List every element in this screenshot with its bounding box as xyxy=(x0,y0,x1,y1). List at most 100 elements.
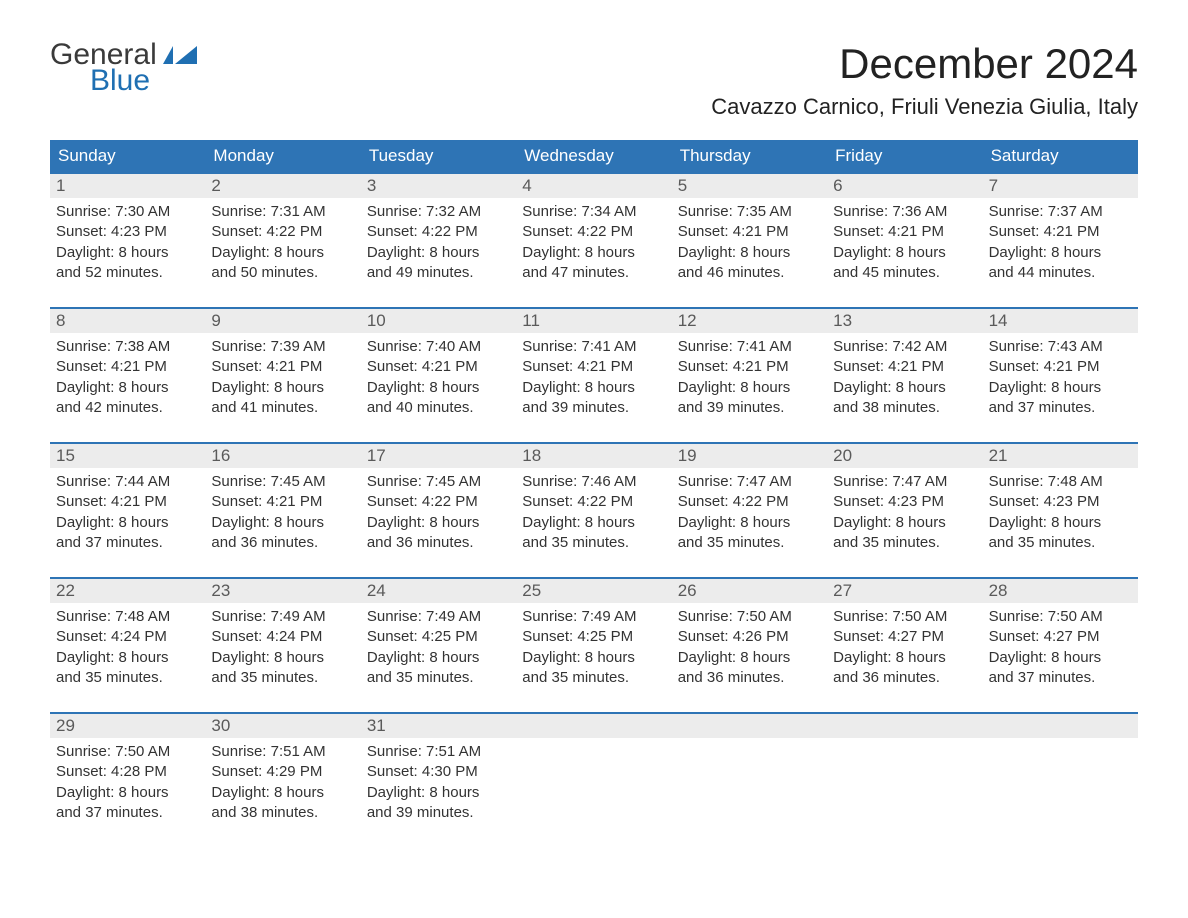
day-number: 21 xyxy=(983,444,1138,468)
sunset-line: Sunset: 4:21 PM xyxy=(833,222,976,242)
day-cell: Sunrise: 7:46 AMSunset: 4:22 PMDaylight:… xyxy=(516,468,671,559)
daylight-line: and 47 minutes. xyxy=(522,263,665,283)
sunrise-line: Sunrise: 7:40 AM xyxy=(367,337,510,357)
sunrise-line: Sunrise: 7:31 AM xyxy=(211,202,354,222)
sunrise-line: Sunrise: 7:48 AM xyxy=(989,472,1132,492)
day-number: 18 xyxy=(516,444,671,468)
day-cell: Sunrise: 7:30 AMSunset: 4:23 PMDaylight:… xyxy=(50,198,205,289)
daylight-line: Daylight: 8 hours xyxy=(211,648,354,668)
daylight-line: Daylight: 8 hours xyxy=(211,783,354,803)
daylight-line: and 35 minutes. xyxy=(367,668,510,688)
daylight-line: and 39 minutes. xyxy=(522,398,665,418)
daylight-line: Daylight: 8 hours xyxy=(367,783,510,803)
sunset-line: Sunset: 4:23 PM xyxy=(989,492,1132,512)
sunrise-line: Sunrise: 7:39 AM xyxy=(211,337,354,357)
daylight-line: Daylight: 8 hours xyxy=(522,378,665,398)
day-number: 2 xyxy=(205,174,360,198)
sunset-line: Sunset: 4:22 PM xyxy=(367,492,510,512)
sunrise-line: Sunrise: 7:51 AM xyxy=(367,742,510,762)
day-cell: Sunrise: 7:32 AMSunset: 4:22 PMDaylight:… xyxy=(361,198,516,289)
day-cell: Sunrise: 7:50 AMSunset: 4:27 PMDaylight:… xyxy=(827,603,982,694)
daylight-line: and 45 minutes. xyxy=(833,263,976,283)
daylight-line: Daylight: 8 hours xyxy=(522,243,665,263)
dow-header: SundayMondayTuesdayWednesdayThursdayFrid… xyxy=(50,140,1138,172)
sunset-line: Sunset: 4:24 PM xyxy=(211,627,354,647)
sunrise-line: Sunrise: 7:45 AM xyxy=(211,472,354,492)
sunrise-line: Sunrise: 7:35 AM xyxy=(678,202,821,222)
day-number xyxy=(827,714,982,738)
day-number: 22 xyxy=(50,579,205,603)
day-cell xyxy=(672,738,827,829)
daylight-line: Daylight: 8 hours xyxy=(522,513,665,533)
dow-thursday: Thursday xyxy=(672,140,827,172)
daylight-line: Daylight: 8 hours xyxy=(833,648,976,668)
daylight-line: and 46 minutes. xyxy=(678,263,821,283)
sunset-line: Sunset: 4:30 PM xyxy=(367,762,510,782)
sunrise-line: Sunrise: 7:50 AM xyxy=(833,607,976,627)
logo: General Blue xyxy=(50,40,197,96)
daylight-line: Daylight: 8 hours xyxy=(678,378,821,398)
day-cell: Sunrise: 7:31 AMSunset: 4:22 PMDaylight:… xyxy=(205,198,360,289)
day-number: 16 xyxy=(205,444,360,468)
daylight-line: and 35 minutes. xyxy=(522,533,665,553)
daylight-line: and 35 minutes. xyxy=(522,668,665,688)
sunset-line: Sunset: 4:27 PM xyxy=(833,627,976,647)
daylight-line: and 39 minutes. xyxy=(678,398,821,418)
daylight-line: and 42 minutes. xyxy=(56,398,199,418)
daylight-line: Daylight: 8 hours xyxy=(56,513,199,533)
sunset-line: Sunset: 4:21 PM xyxy=(56,492,199,512)
day-cell: Sunrise: 7:39 AMSunset: 4:21 PMDaylight:… xyxy=(205,333,360,424)
daylight-line: and 37 minutes. xyxy=(989,668,1132,688)
day-number xyxy=(672,714,827,738)
sunrise-line: Sunrise: 7:51 AM xyxy=(211,742,354,762)
sunrise-line: Sunrise: 7:50 AM xyxy=(678,607,821,627)
header: General Blue December 2024 Cavazzo Carni… xyxy=(50,40,1138,120)
daynum-row: 891011121314 xyxy=(50,309,1138,333)
sunrise-line: Sunrise: 7:49 AM xyxy=(522,607,665,627)
daylight-line: and 39 minutes. xyxy=(367,803,510,823)
daynum-row: 22232425262728 xyxy=(50,579,1138,603)
sunrise-line: Sunrise: 7:50 AM xyxy=(989,607,1132,627)
logo-text: General Blue xyxy=(50,40,197,96)
sunset-line: Sunset: 4:21 PM xyxy=(678,357,821,377)
daylight-line: and 35 minutes. xyxy=(678,533,821,553)
title-block: December 2024 Cavazzo Carnico, Friuli Ve… xyxy=(711,40,1138,120)
daylight-line: Daylight: 8 hours xyxy=(56,243,199,263)
day-cell: Sunrise: 7:35 AMSunset: 4:21 PMDaylight:… xyxy=(672,198,827,289)
day-number: 15 xyxy=(50,444,205,468)
sunset-line: Sunset: 4:22 PM xyxy=(211,222,354,242)
daylight-line: Daylight: 8 hours xyxy=(833,513,976,533)
sunrise-line: Sunrise: 7:49 AM xyxy=(211,607,354,627)
daylight-line: Daylight: 8 hours xyxy=(367,648,510,668)
day-cell: Sunrise: 7:36 AMSunset: 4:21 PMDaylight:… xyxy=(827,198,982,289)
daylight-line: Daylight: 8 hours xyxy=(989,243,1132,263)
daylight-line: and 38 minutes. xyxy=(211,803,354,823)
sunrise-line: Sunrise: 7:42 AM xyxy=(833,337,976,357)
dow-wednesday: Wednesday xyxy=(516,140,671,172)
day-number: 20 xyxy=(827,444,982,468)
daylight-line: and 36 minutes. xyxy=(211,533,354,553)
day-number xyxy=(516,714,671,738)
day-number: 8 xyxy=(50,309,205,333)
day-number: 30 xyxy=(205,714,360,738)
sunrise-line: Sunrise: 7:45 AM xyxy=(367,472,510,492)
week-row: 1234567Sunrise: 7:30 AMSunset: 4:23 PMDa… xyxy=(50,172,1138,289)
sunset-line: Sunset: 4:26 PM xyxy=(678,627,821,647)
day-number: 24 xyxy=(361,579,516,603)
day-number: 19 xyxy=(672,444,827,468)
daylight-line: Daylight: 8 hours xyxy=(367,378,510,398)
week-row: 22232425262728Sunrise: 7:48 AMSunset: 4:… xyxy=(50,577,1138,694)
page-title: December 2024 xyxy=(711,40,1138,88)
sunset-line: Sunset: 4:23 PM xyxy=(833,492,976,512)
daylight-line: and 50 minutes. xyxy=(211,263,354,283)
dow-friday: Friday xyxy=(827,140,982,172)
sunrise-line: Sunrise: 7:47 AM xyxy=(833,472,976,492)
sunrise-line: Sunrise: 7:41 AM xyxy=(678,337,821,357)
daylight-line: Daylight: 8 hours xyxy=(56,648,199,668)
daynum-row: 15161718192021 xyxy=(50,444,1138,468)
daylight-line: Daylight: 8 hours xyxy=(989,378,1132,398)
daylight-line: and 35 minutes. xyxy=(211,668,354,688)
daylight-line: and 36 minutes. xyxy=(833,668,976,688)
day-number: 9 xyxy=(205,309,360,333)
daylight-line: Daylight: 8 hours xyxy=(56,378,199,398)
